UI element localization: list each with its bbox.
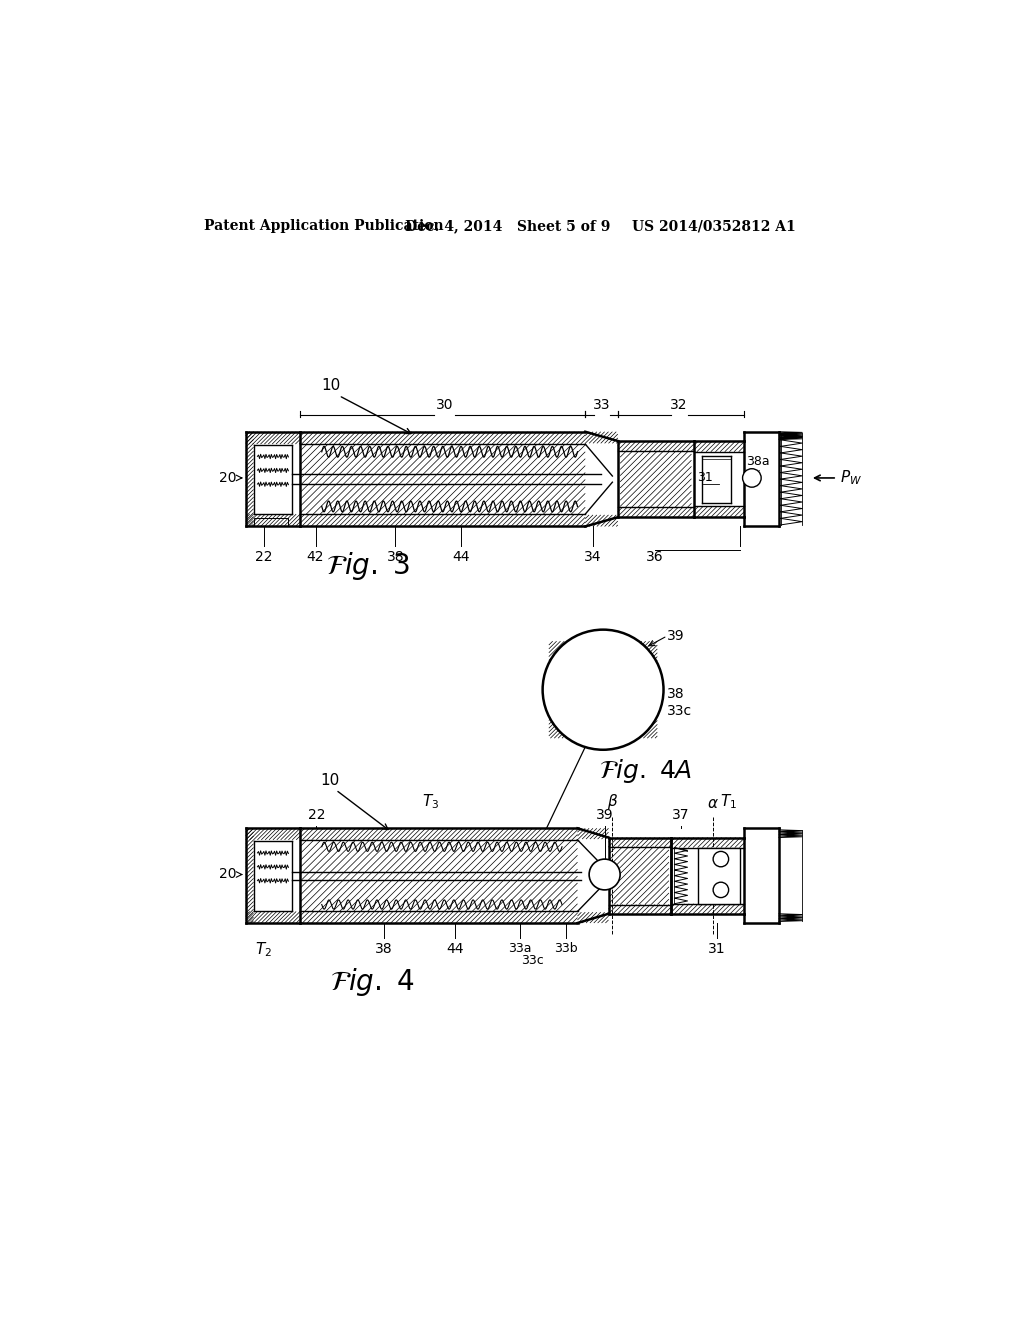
Text: $\mathcal{F}ig.\ 4A$: $\mathcal{F}ig.\ 4A$ (599, 758, 692, 785)
Bar (254, 517, 289, 525)
Text: 10: 10 (322, 378, 341, 393)
Circle shape (742, 469, 761, 487)
Text: $P_W$: $P_W$ (841, 469, 862, 487)
Text: 44: 44 (446, 942, 464, 956)
Text: 39: 39 (668, 628, 685, 643)
Text: 38: 38 (375, 942, 392, 956)
Text: $\alpha$: $\alpha$ (708, 796, 719, 812)
Text: 38a: 38a (746, 454, 770, 467)
Text: $\beta$: $\beta$ (607, 792, 618, 812)
Text: 30: 30 (435, 397, 453, 412)
Text: 33c: 33c (521, 954, 544, 966)
Text: 33: 33 (593, 397, 610, 412)
Circle shape (589, 859, 621, 890)
Text: 31: 31 (709, 942, 726, 956)
Text: 38: 38 (387, 549, 404, 564)
Text: 20: 20 (219, 471, 237, 484)
Text: 31: 31 (697, 471, 714, 484)
Text: 39: 39 (596, 808, 613, 822)
Text: $T_2$: $T_2$ (255, 940, 272, 958)
Text: 34: 34 (585, 549, 602, 564)
Text: US 2014/0352812 A1: US 2014/0352812 A1 (632, 219, 796, 234)
Text: 36: 36 (646, 549, 664, 564)
Bar (697, 847, 740, 904)
Text: 33c: 33c (668, 705, 692, 718)
Text: 20: 20 (219, 867, 237, 882)
Text: 10: 10 (319, 774, 339, 788)
Text: 37: 37 (672, 808, 689, 822)
Text: Dec. 4, 2014   Sheet 5 of 9: Dec. 4, 2014 Sheet 5 of 9 (406, 219, 611, 234)
Text: $T_3$: $T_3$ (422, 792, 439, 812)
Text: Patent Application Publication: Patent Application Publication (204, 219, 443, 234)
Text: $\mathcal{F}ig.\ 4$: $\mathcal{F}ig.\ 4$ (330, 966, 415, 998)
Text: 44: 44 (453, 549, 470, 564)
Text: 33a: 33a (508, 942, 531, 956)
Text: 22: 22 (255, 549, 272, 564)
Text: 33b: 33b (554, 942, 578, 956)
Text: 42: 42 (307, 549, 325, 564)
Text: $\mathcal{F}ig.\ 3$: $\mathcal{F}ig.\ 3$ (327, 550, 411, 582)
Text: 22: 22 (307, 808, 325, 822)
Text: 32: 32 (671, 397, 688, 412)
Circle shape (543, 630, 664, 750)
Text: $T_1$: $T_1$ (720, 792, 737, 812)
Text: 38: 38 (668, 686, 685, 701)
